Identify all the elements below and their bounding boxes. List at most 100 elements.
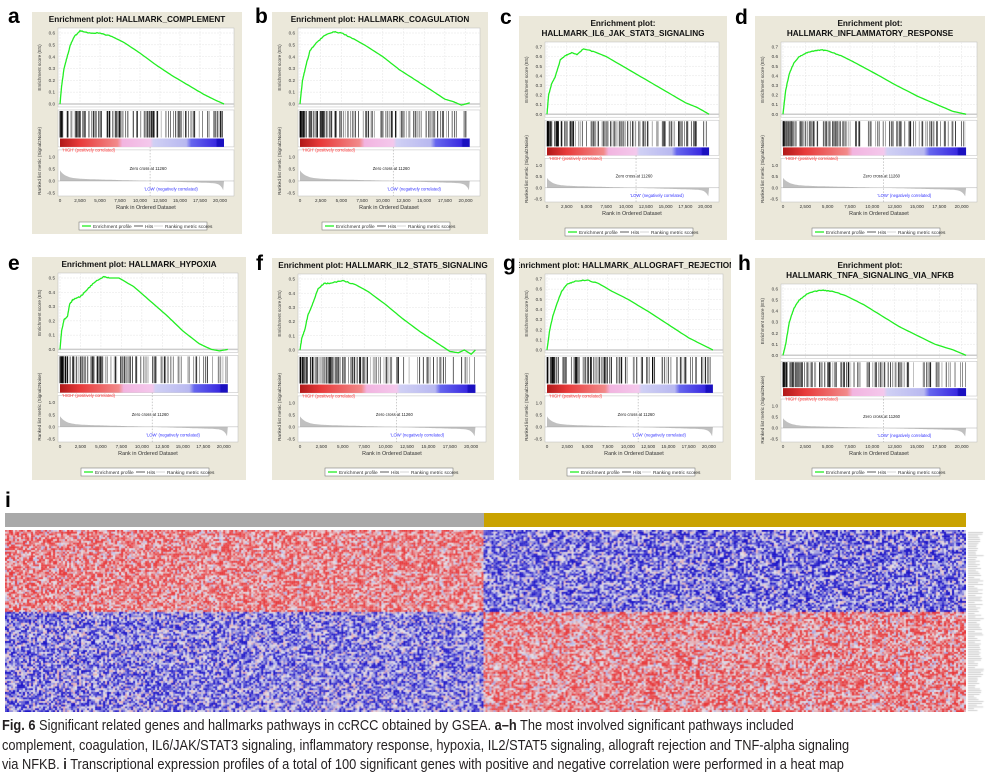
metric-border — [544, 158, 720, 203]
y-tick-label: 0.1 — [49, 90, 56, 95]
plot-title: HALLMARK_INFLAMMATORY_RESPONSE — [787, 29, 954, 38]
y-tick-label: 0.0 — [772, 353, 779, 358]
x-tick-label: 5,000 — [822, 444, 834, 449]
ranking-metric-area — [300, 170, 470, 191]
x-axis-label: Rank in Ordered Dataset — [849, 451, 909, 457]
metric-tick-label: -0.5 — [287, 191, 295, 196]
x-tick-label: 17,500 — [196, 444, 210, 449]
zero-cross-label: Zero cross at 11260 — [376, 412, 414, 417]
high-label: 'HIGH' (positively correlated) — [302, 393, 356, 398]
es-plot-border — [544, 41, 720, 118]
x-tick-label: 17,500 — [682, 444, 696, 449]
caption-line-1: Fig. 6 Significant related genes and hal… — [2, 716, 985, 736]
y-tick-label: 0.6 — [536, 54, 543, 59]
x-tick-label: 0 — [299, 198, 302, 203]
y-tick-label: 0.7 — [536, 277, 543, 282]
metric-tick-label: 0.5 — [536, 174, 543, 179]
zero-cross-label: Zero cross at 11260 — [863, 174, 901, 179]
metric-tick-label: 0.5 — [772, 174, 779, 179]
x-tick-label: 15,000 — [661, 444, 675, 449]
plot-title: Enrichment plot: HALLMARK_ALLOGRAFT_REJE… — [519, 261, 731, 270]
x-tick-label: 5,000 — [337, 444, 349, 449]
x-tick-label: 2,500 — [315, 198, 327, 203]
legend-item: Ranking metric scores — [653, 470, 701, 476]
x-tick-label: 17,500 — [193, 198, 207, 203]
enrichment-plot-c: Enrichment plot: HALLMARK_IL6_JAK_STAT3_S… — [519, 16, 727, 240]
y-tick-label: 0.4 — [289, 291, 296, 296]
x-tick-label: 0 — [59, 444, 62, 449]
y-tick-label: 0.2 — [772, 93, 779, 98]
panel-label-g: g — [503, 252, 516, 275]
x-axis-label: Rank in Ordered Dataset — [362, 451, 422, 457]
legend: Enrichment profile Hits Ranking metric sco… — [324, 467, 459, 477]
legend-item: Ranking metric scores — [167, 470, 215, 476]
x-tick-label: 5,000 — [95, 444, 107, 449]
metric-border — [57, 149, 235, 197]
panel-label-e: e — [8, 252, 20, 275]
y-tick-label: 0.5 — [49, 42, 56, 47]
es-plot-border — [544, 273, 724, 354]
legend-item: Ranking metric scores — [651, 230, 699, 236]
y-tick-label: 0.1 — [772, 102, 779, 107]
y-tick-label: 0.4 — [49, 290, 56, 295]
x-tick-label: 2,500 — [75, 444, 87, 449]
metric-tick-label: -0.5 — [770, 437, 778, 442]
metric-tick-label: 1.0 — [49, 400, 56, 405]
x-tick-label: 5,000 — [336, 198, 348, 203]
panel-label-b: b — [255, 5, 268, 28]
legend-item: Hits — [391, 470, 400, 476]
legend-item: Hits — [631, 230, 640, 236]
metric-tick-label: 0.5 — [289, 413, 296, 418]
metric-tick-label: 0.5 — [49, 167, 56, 172]
x-tick-label: 15,000 — [659, 204, 673, 209]
caption-panel-ref: a–h — [494, 717, 517, 734]
hits-group — [782, 362, 966, 388]
ranking-metric-area — [60, 416, 228, 437]
metric-tick-label: 0.0 — [536, 185, 543, 190]
enrichment-plot-f: Enrichment plot: HALLMARK_IL2_STAT5_SIGN… — [272, 258, 494, 480]
metric-tick-label: 0.0 — [289, 179, 296, 184]
y-tick-label: 0.4 — [536, 73, 543, 78]
es-plot-border — [297, 273, 487, 354]
enrichment-plot-svg: Enrichment plot:HALLMARK_IL6_JAK_STAT3_S… — [519, 16, 727, 240]
x-tick-label: 10,000 — [135, 444, 149, 449]
x-tick-label: 0 — [299, 444, 302, 449]
legend-item: Ranking metric scores — [898, 230, 946, 236]
legend-item: Enrichment profile — [93, 224, 132, 230]
x-tick-label: 20,000 — [955, 204, 969, 209]
es-plot-border — [57, 272, 239, 353]
x-tick-label: 5,000 — [94, 198, 106, 203]
x-tick-label: 7,500 — [601, 204, 613, 209]
plot-title: Enrichment plot: HALLMARK_COMPLEMENT — [49, 15, 225, 24]
hits-group — [59, 356, 228, 384]
legend: Enrichment profile Hits Ranking metric sco… — [566, 467, 701, 477]
metric-tick-label: 0.0 — [772, 426, 779, 431]
panel-label-h: h — [738, 252, 751, 275]
x-tick-label: 7,500 — [356, 198, 368, 203]
heatmap-group-annotation-gold — [484, 513, 966, 527]
metric-tick-label: 1.0 — [49, 155, 56, 160]
metric-tick-label: -0.5 — [534, 197, 542, 202]
ranked-list-colorbar — [300, 138, 470, 147]
es-axis-label: Enrichment score (ES) — [524, 56, 529, 103]
x-tick-label: 7,500 — [116, 444, 128, 449]
ranked-list-colorbar — [783, 388, 967, 397]
ranking-metric-area — [783, 418, 967, 437]
metric-tick-label: 1.0 — [536, 163, 543, 168]
caption-panel-ref: i — [63, 756, 67, 773]
x-tick-label: 15,000 — [910, 204, 924, 209]
ranked-list-colorbar — [783, 147, 967, 156]
y-tick-label: 0.2 — [536, 327, 543, 332]
legend-item: Hits — [388, 224, 397, 230]
y-tick-label: 0.5 — [289, 42, 296, 47]
x-tick-label: 17,500 — [443, 444, 457, 449]
x-tick-label: 20,000 — [698, 204, 712, 209]
x-tick-label: 0 — [546, 204, 549, 209]
es-axis-label: Enrichment score (ES) — [760, 298, 765, 345]
x-tick-label: 12,500 — [396, 198, 410, 203]
metric-tick-label: -0.5 — [47, 191, 55, 196]
caption-text: Transcriptional expression profiles of a… — [66, 756, 844, 773]
metric-axis-label: Ranked list metric (Signal2Noise) — [760, 135, 765, 203]
x-axis-label: Rank in Ordered Dataset — [359, 205, 419, 211]
caption-line-2: complement, coagulation, IL6/JAK/STAT3 s… — [2, 736, 850, 754]
